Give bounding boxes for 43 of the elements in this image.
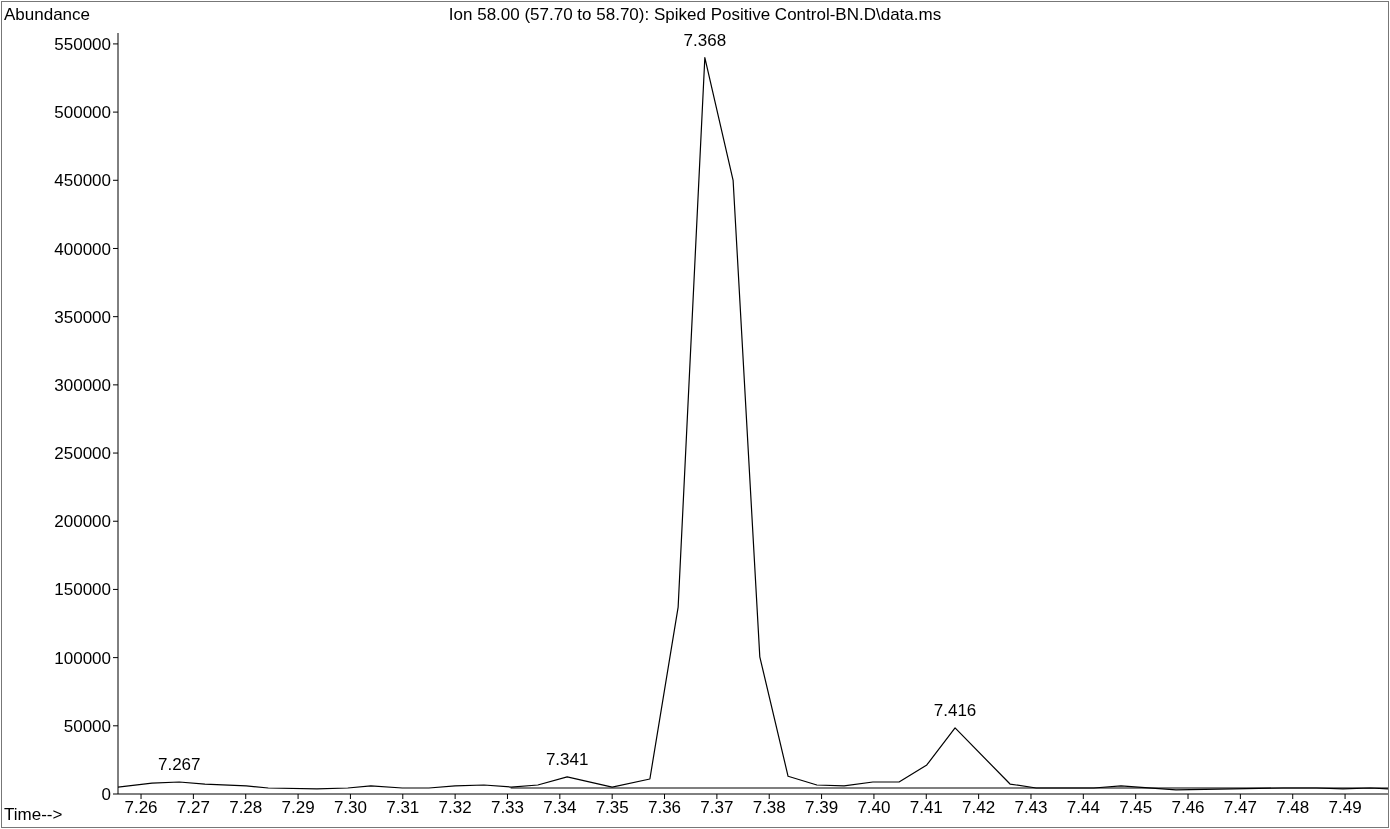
x-tick-label: 7.33	[490, 798, 525, 818]
x-tick-label: 7.32	[438, 798, 472, 818]
y-tick-label: 50000	[63, 716, 111, 736]
x-tick-label: 7.39	[805, 798, 839, 818]
annotation: 7.368	[683, 30, 727, 50]
y-tick-label: 450000	[54, 171, 111, 191]
x-tick-label: 7.41	[909, 798, 943, 818]
x-tick-label: 7.29	[281, 798, 315, 818]
x-tick-label: 7.49	[1328, 798, 1362, 818]
x-tick-label: 7.37	[700, 798, 734, 818]
y-tick-label: 500000	[54, 103, 111, 123]
x-tick-label: 7.48	[1276, 798, 1310, 818]
x-axis-title: Time-->	[4, 805, 63, 825]
x-tick-label: 7.40	[857, 798, 891, 818]
y-tick-label: 300000	[54, 375, 111, 395]
y-tick-label: 350000	[54, 307, 111, 327]
x-tick-label: 7.27	[176, 798, 210, 818]
annotation: 7.416	[933, 700, 977, 720]
x-tick-label: 7.28	[229, 798, 263, 818]
x-tick-label: 7.43	[1014, 798, 1048, 818]
chart-title: Ion 58.00 (57.70 to 58.70): Spiked Positive Control-BN.D\data.ms	[448, 5, 942, 24]
y-axis-title: Abundance	[4, 5, 91, 25]
x-tick-label: 7.42	[962, 798, 996, 818]
x-tick-label: 7.47	[1223, 798, 1257, 818]
annotation: 7.267	[157, 755, 201, 774]
x-tick-label: 7.45	[1119, 798, 1153, 818]
y-tick-label: 250000	[54, 444, 111, 464]
x-tick-label: 7.31	[386, 798, 420, 818]
annotation: 7.341	[545, 749, 589, 769]
x-tick-label: 7.34	[543, 798, 577, 818]
y-tick-label: 550000	[54, 34, 111, 54]
y-tick-label: 400000	[54, 239, 111, 259]
y-tick-label: 0	[101, 785, 111, 805]
x-tick-label: 7.26	[124, 798, 158, 818]
x-tick-label: 7.36	[647, 798, 682, 818]
x-tick-label: 7.30	[333, 798, 367, 818]
x-tick-label: 7.44	[1066, 798, 1100, 818]
x-tick-label: 7.46	[1171, 798, 1205, 818]
y-tick-label: 200000	[54, 512, 111, 532]
y-tick-label: 150000	[54, 580, 111, 600]
y-tick-label: 100000	[54, 648, 111, 668]
x-tick-label: 7.35	[595, 798, 629, 818]
x-tick-label: 7.38	[752, 798, 786, 818]
